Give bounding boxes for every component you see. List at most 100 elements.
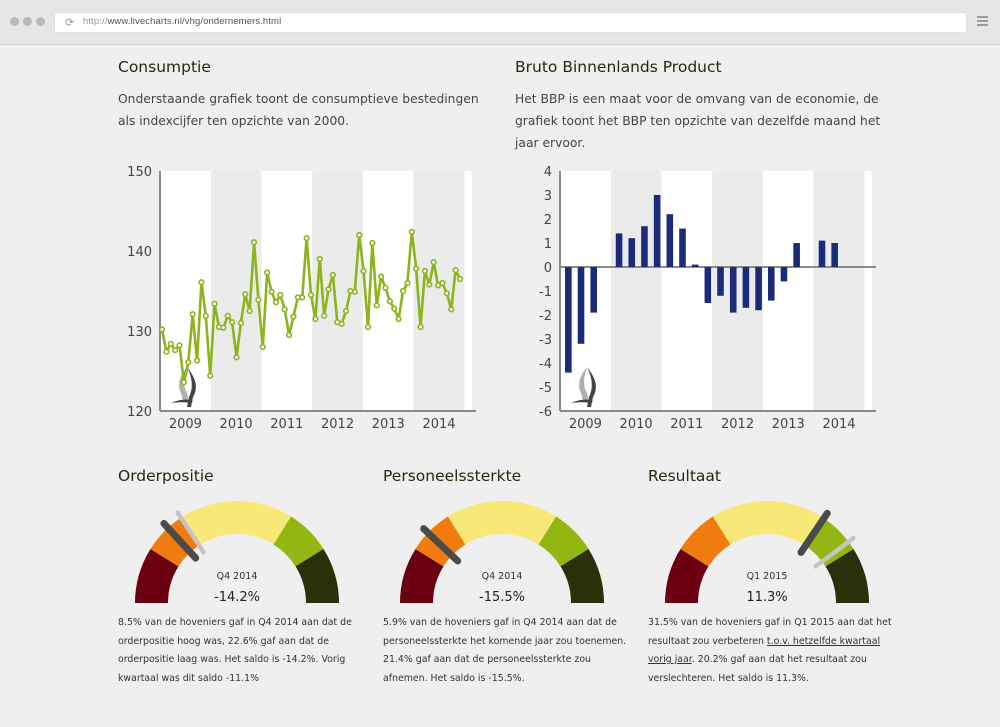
gauge-segment bbox=[538, 516, 589, 567]
gauge-segment bbox=[665, 548, 709, 603]
bar bbox=[818, 240, 826, 267]
x-tick-label: 2013 bbox=[772, 417, 805, 432]
data-point bbox=[189, 311, 196, 318]
data-point bbox=[426, 281, 433, 288]
browser-toolbar: ⟳ http://www.livecharts.nl/vhg/onderneme… bbox=[0, 0, 1000, 45]
gauge: Q4 2014 -15.5% bbox=[400, 501, 604, 605]
data-point bbox=[185, 359, 192, 366]
y-tick-label: 140 bbox=[127, 245, 152, 260]
y-tick-label: -1 bbox=[539, 285, 552, 300]
data-point bbox=[417, 323, 424, 331]
data-point bbox=[356, 231, 363, 239]
year-band bbox=[210, 171, 262, 411]
data-point bbox=[250, 239, 258, 246]
bar bbox=[729, 267, 737, 313]
gauge-value: 11.3% bbox=[746, 590, 787, 605]
data-point bbox=[259, 343, 266, 351]
bar bbox=[577, 267, 585, 344]
logo-right-leaf bbox=[187, 367, 196, 407]
data-point bbox=[277, 291, 284, 299]
close-dot[interactable] bbox=[10, 17, 19, 26]
data-point bbox=[360, 267, 367, 275]
comparison-link[interactable]: t.o.v. hetzelfde kwartaal vorig jaar bbox=[648, 635, 881, 666]
bar bbox=[691, 264, 699, 267]
data-point bbox=[272, 299, 280, 306]
y-tick-label: -3 bbox=[539, 333, 552, 348]
bbp-bar-chart: -6 -5 -4 -3 -2 -1 0 1 2 3 4 2009 2010 2011 2012 2013 201… bbox=[539, 165, 876, 432]
gauge-description-text: 5.9% van de hoveniers gaf in Q4 2014 aan… bbox=[383, 617, 627, 684]
data-point bbox=[299, 294, 306, 301]
data-point bbox=[167, 340, 174, 347]
url-text[interactable]: http://www.livecharts.nl/vhg/ondernemers… bbox=[83, 16, 281, 27]
data-point bbox=[242, 291, 249, 298]
gauge-segment bbox=[712, 501, 822, 545]
maximize-dot[interactable] bbox=[36, 17, 45, 26]
gauge-previous-marker bbox=[813, 535, 856, 569]
data-point bbox=[456, 275, 464, 283]
gauge: Q4 2014 -14.2% bbox=[135, 501, 339, 605]
bar bbox=[767, 267, 775, 301]
data-point bbox=[198, 279, 205, 286]
data-point bbox=[158, 326, 166, 333]
data-point bbox=[395, 315, 402, 323]
data-point bbox=[439, 279, 446, 287]
year-band bbox=[813, 171, 865, 411]
x-tick-label: 2010 bbox=[620, 417, 653, 432]
data-point bbox=[413, 265, 420, 272]
x-tick-label: 2014 bbox=[422, 417, 455, 432]
y-tick-label: 4 bbox=[544, 165, 552, 180]
x-tick-label: 2009 bbox=[569, 417, 602, 432]
gauge-segment bbox=[295, 548, 339, 603]
consumptie-line-chart: 120 130 140 150 2009 2010 2011 2012 2013 2014 bbox=[127, 165, 476, 432]
x-tick-label: 2011 bbox=[670, 417, 703, 432]
minimize-dot[interactable] bbox=[23, 17, 32, 26]
bar bbox=[615, 233, 623, 267]
data-point bbox=[290, 313, 297, 320]
gauge-description: 31.5% van de hoveniers gaf in Q1 2015 aa… bbox=[648, 614, 903, 688]
bar bbox=[666, 214, 674, 267]
logo-icon bbox=[571, 367, 596, 407]
consumptie-title: Consumptie bbox=[118, 58, 211, 76]
address-bar[interactable]: ⟳ http://www.livecharts.nl/vhg/onderneme… bbox=[54, 12, 967, 33]
bar bbox=[717, 267, 724, 296]
bbp-description: Het BBP is een maat voor de omvang van d… bbox=[515, 92, 881, 150]
bar bbox=[590, 267, 598, 313]
consumptie-description: Onderstaande grafiek toont de consumptie… bbox=[118, 92, 479, 128]
x-tick-label: 2009 bbox=[169, 417, 202, 432]
bar bbox=[653, 195, 661, 267]
y-tick-label: -5 bbox=[539, 381, 552, 396]
data-point bbox=[233, 354, 240, 361]
gauge-value: -15.5% bbox=[479, 590, 525, 605]
x-tick-label: 2010 bbox=[220, 417, 253, 432]
data-point bbox=[351, 288, 358, 295]
data-point bbox=[430, 259, 437, 266]
data-point bbox=[321, 312, 328, 319]
bar bbox=[742, 267, 750, 308]
data-point bbox=[237, 319, 244, 327]
data-point bbox=[373, 302, 380, 309]
gauge-description: 8.5% van de hoveniers gaf in Q4 2014 aan… bbox=[118, 614, 373, 688]
bar bbox=[641, 226, 648, 267]
bar bbox=[755, 267, 762, 311]
gauge-segment bbox=[447, 501, 557, 545]
y-tick-label: 130 bbox=[127, 325, 152, 340]
hamburger-menu-icon[interactable] bbox=[977, 16, 988, 28]
gauge-title: Orderpositie bbox=[118, 467, 214, 485]
window-controls bbox=[10, 17, 45, 26]
gauge-needle bbox=[160, 520, 200, 562]
y-tick-label: -4 bbox=[539, 357, 552, 372]
reload-icon[interactable]: ⟳ bbox=[65, 16, 75, 29]
data-point bbox=[386, 298, 393, 305]
data-point bbox=[246, 307, 253, 315]
gauge-segment bbox=[400, 548, 444, 603]
data-point bbox=[180, 379, 188, 386]
gauge-description: 5.9% van de hoveniers gaf in Q4 2014 aan… bbox=[383, 614, 638, 688]
data-point bbox=[307, 291, 315, 299]
url-path: www.livecharts.nl/vhg/ondernemers.html bbox=[107, 16, 282, 27]
gauge-period: Q1 2015 bbox=[747, 571, 788, 582]
y-tick-label: 0 bbox=[544, 261, 552, 276]
x-tick-label: 2014 bbox=[822, 417, 855, 432]
x-tick-label: 2012 bbox=[721, 417, 754, 432]
data-point bbox=[172, 347, 179, 354]
y-tick-label: 2 bbox=[544, 213, 552, 228]
